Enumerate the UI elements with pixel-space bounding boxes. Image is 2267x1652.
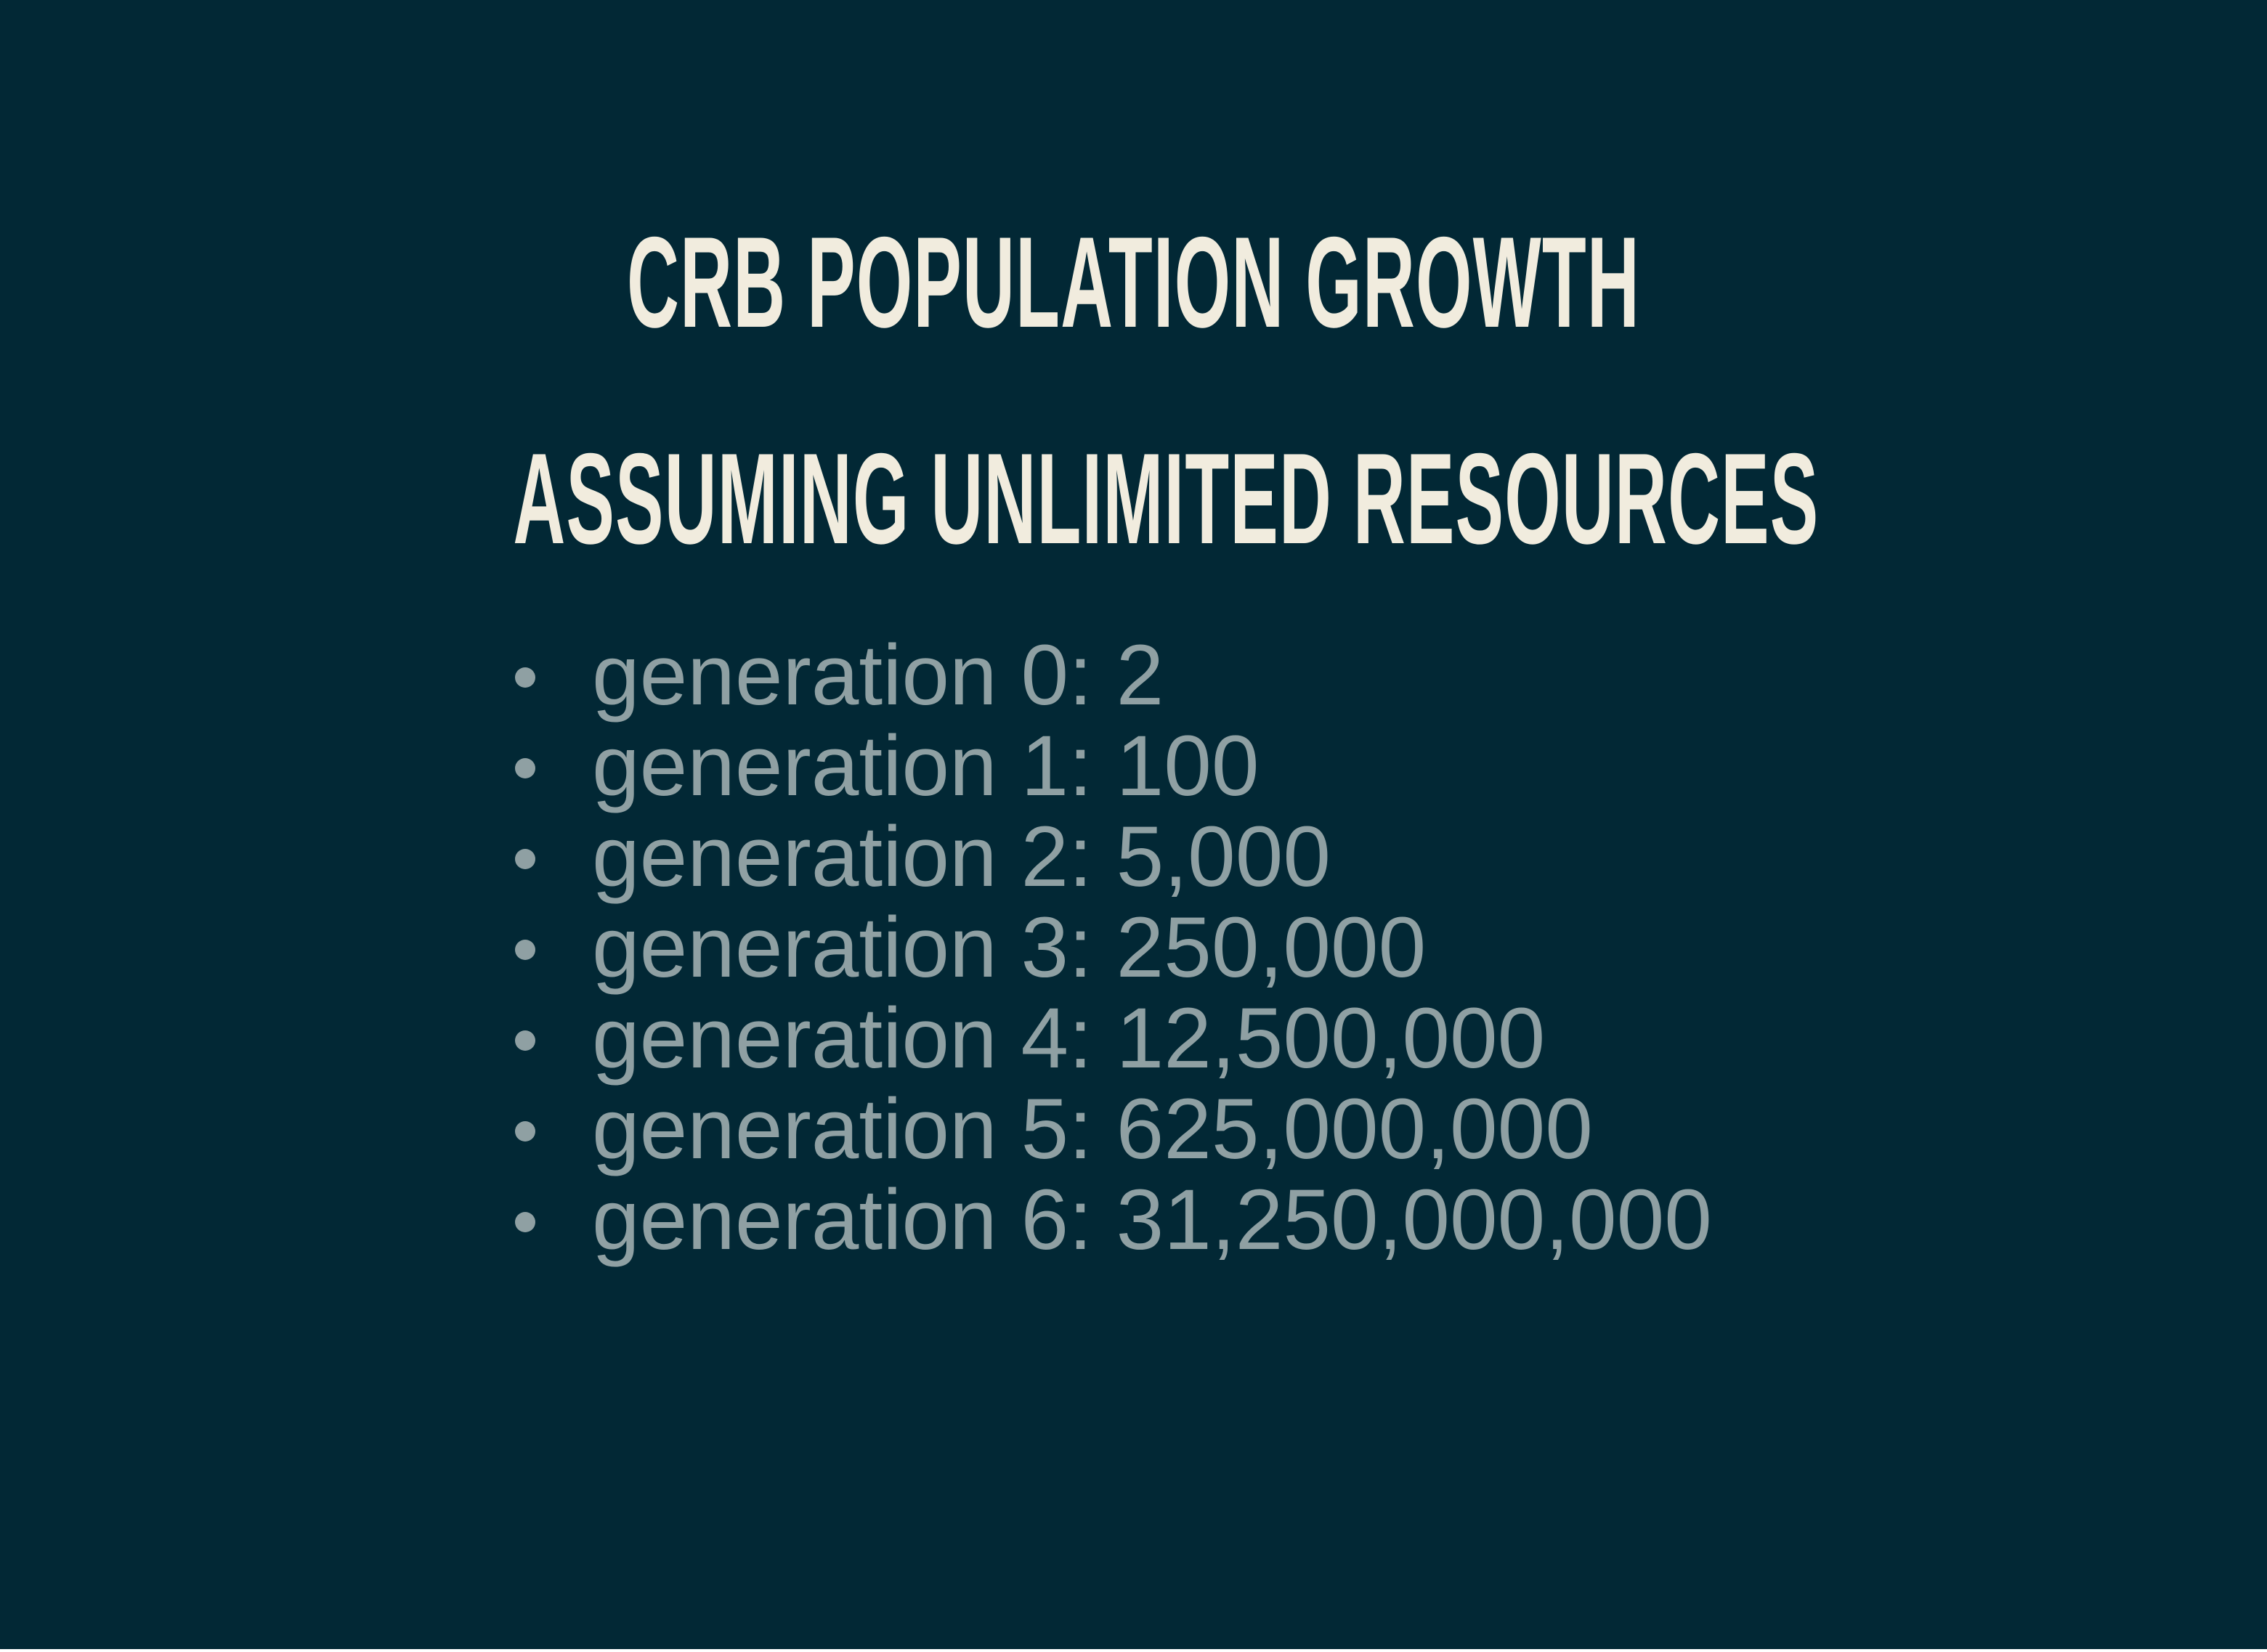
list-item-generation-2: generation 2: 5,000 (508, 812, 1712, 903)
list-item-generation-4: generation 4: 12,500,000 (508, 993, 1712, 1084)
slide-title-line-1: CRB POPULATION GROWTH (627, 210, 1640, 354)
bullet-icon (515, 758, 535, 778)
list-item-text: generation 6: 31,250,000,000 (592, 1172, 1712, 1268)
bullet-icon (515, 1121, 535, 1142)
list-item-generation-0: generation 0: 2 (508, 630, 1712, 721)
list-item-generation-6: generation 6: 31,250,000,000 (508, 1175, 1712, 1266)
list-item-text: generation 0: 2 (592, 627, 1164, 723)
list-item-text: generation 5: 625,000,000 (592, 1081, 1593, 1177)
bullet-icon (515, 1212, 535, 1232)
bullet-icon (515, 849, 535, 869)
list-item-generation-1: generation 1: 100 (508, 721, 1712, 812)
bullet-icon (515, 940, 535, 960)
list-item-generation-3: generation 3: 250,000 (508, 903, 1712, 993)
slide-title-line-2: ASSUMING UNLIMITED RESOURCES (513, 426, 1820, 571)
list-item-text: generation 4: 12,500,000 (592, 990, 1546, 1086)
list-item-text: generation 2: 5,000 (592, 809, 1331, 905)
bullet-icon (515, 1030, 535, 1051)
bullet-icon (515, 667, 535, 688)
list-item-generation-5: generation 5: 625,000,000 (508, 1084, 1712, 1175)
list-item-text: generation 3: 250,000 (592, 900, 1427, 996)
list-item-text: generation 1: 100 (592, 718, 1260, 814)
generation-list: generation 0: 2 generation 1: 100 genera… (508, 630, 1712, 1266)
